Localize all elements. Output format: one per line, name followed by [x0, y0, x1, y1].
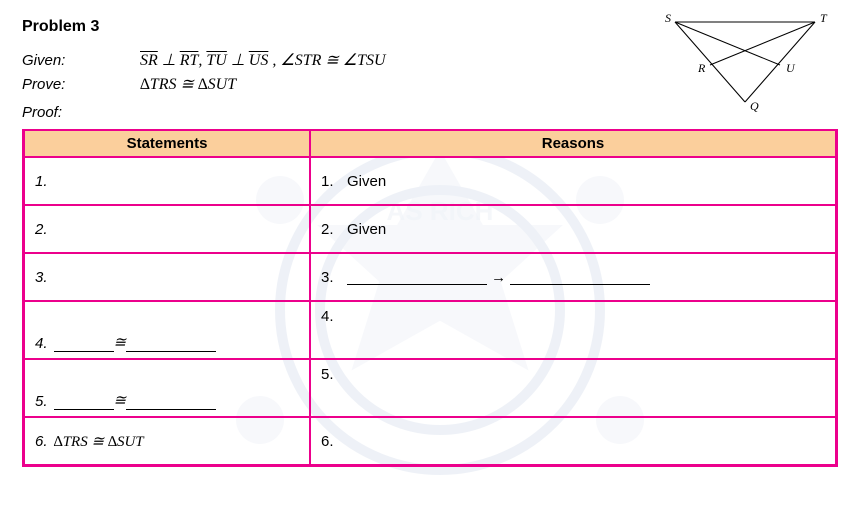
geometry-diagram: S T R U Q	[660, 10, 830, 120]
statement-cell: 6. ∆TRS ≅ ∆SUT	[24, 417, 310, 465]
svg-text:R: R	[697, 61, 706, 75]
proof-table-header: Statements Reasons	[24, 131, 836, 157]
statement-cell: 2.	[24, 205, 310, 253]
table-row: 5. ≅ 5.	[24, 359, 836, 417]
prove-value: ∆TRS ≅ ∆SUT	[140, 74, 236, 94]
statement-cell: 1.	[24, 157, 310, 205]
given-value: SR ⊥ RT, TU ⊥ US , ∠STR ≅ ∠TSU	[140, 50, 386, 70]
given-label: Given:	[22, 52, 140, 69]
prove-label: Prove:	[22, 76, 140, 93]
svg-text:Q: Q	[750, 99, 759, 113]
statement-cell: 5. ≅	[24, 359, 310, 417]
statement-cell: 3.	[24, 253, 310, 301]
table-row: 1. 1. Given	[24, 157, 836, 205]
reason-cell: 4.	[310, 301, 836, 359]
table-row: 4. ≅ 4.	[24, 301, 836, 359]
reason-cell: 2. Given	[310, 205, 836, 253]
header-statements: Statements	[24, 131, 310, 157]
svg-text:T: T	[820, 11, 828, 25]
table-row: 3. 3. →	[24, 253, 836, 301]
reason-cell: 1. Given	[310, 157, 836, 205]
header-reasons: Reasons	[310, 131, 836, 157]
proof-table: Statements Reasons 1. 1. Given2. 2. Give…	[22, 129, 838, 467]
table-row: 6. ∆TRS ≅ ∆SUT6.	[24, 417, 836, 465]
reason-cell: 5.	[310, 359, 836, 417]
svg-text:U: U	[786, 61, 796, 75]
reason-cell: 3. →	[310, 253, 836, 301]
svg-text:S: S	[665, 11, 671, 25]
table-row: 2. 2. Given	[24, 205, 836, 253]
reason-cell: 6.	[310, 417, 836, 465]
statement-cell: 4. ≅	[24, 301, 310, 359]
